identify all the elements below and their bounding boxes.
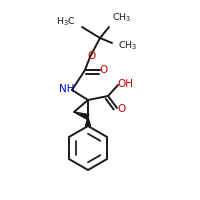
Text: O: O <box>100 65 108 75</box>
Text: $\mathregular{CH_3}$: $\mathregular{CH_3}$ <box>118 40 138 52</box>
Text: NH: NH <box>59 84 75 94</box>
Polygon shape <box>74 112 89 119</box>
Text: O: O <box>117 104 125 114</box>
Polygon shape <box>86 117 90 126</box>
Text: $\mathregular{H_3C}$: $\mathregular{H_3C}$ <box>56 16 76 28</box>
Text: $\mathregular{CH_3}$: $\mathregular{CH_3}$ <box>112 12 132 24</box>
Text: OH: OH <box>117 79 133 89</box>
Text: O: O <box>88 51 96 61</box>
